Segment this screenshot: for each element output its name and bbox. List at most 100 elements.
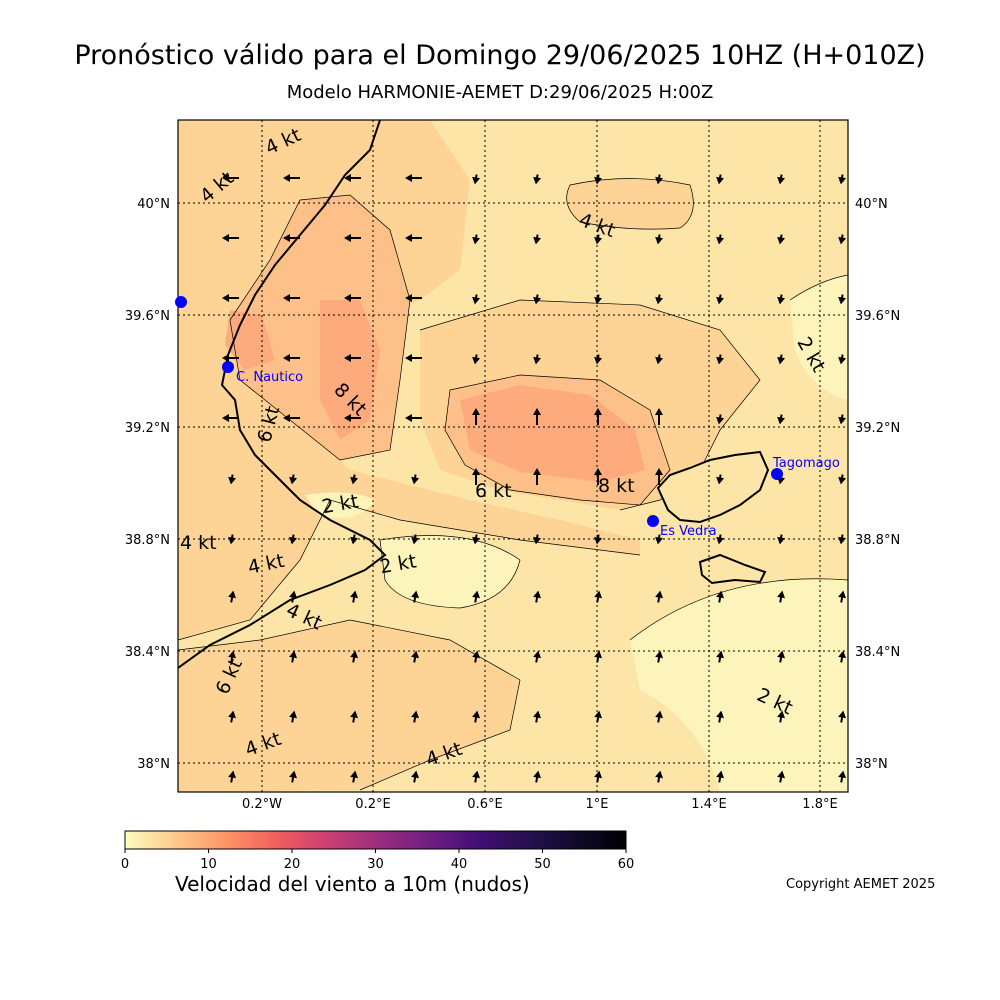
page-title: Pronóstico válido para el Domingo 29/06/… [74,40,926,71]
wind-arrow [716,354,725,365]
wind-arrow [655,174,664,185]
wind-arrow [777,590,786,603]
lon-label: 1.4°E [691,797,726,812]
wind-arrow [838,474,847,485]
wind-arrow [228,770,237,783]
wind-arrow [405,234,422,242]
colorbar-tick: 40 [451,857,468,872]
wind-arrow [405,354,422,362]
wind-arrow [289,650,298,663]
wind-arrow [838,770,847,783]
lat-label-right: 39.6°N [855,309,900,324]
wind-arrow [472,354,481,365]
wind-arrow [289,474,298,485]
wind-arrow [594,534,603,545]
wind-arrow [838,534,847,545]
wind-arrow [838,710,847,723]
wind-arrow [411,710,420,723]
wind-arrow [838,354,847,365]
wind-arrow [411,650,420,663]
wind-arrow [344,294,361,302]
wind-arrow [222,174,239,182]
wind-arrow [533,294,542,305]
longitude-labels: 0.2°W 0.2°E 0.6°E 1°E 1.4°E 1.8°E [242,797,838,812]
wind-arrow [350,474,359,485]
colorbar-tick: 20 [284,857,301,872]
wind-arrow [289,534,298,545]
lon-label: 0.2°E [355,797,390,812]
wind-arrow [533,354,542,365]
wind-arrow [472,770,481,783]
wind-arrow [472,174,481,185]
wind-arrow [716,710,725,723]
wind-shading-4-6-south [178,620,520,792]
wind-arrow [533,770,542,783]
wind-arrow [411,590,420,603]
contour-label: 6 kt [475,480,512,502]
lat-label-left: 39.6°N [125,309,170,324]
wind-arrow [777,650,786,663]
place-label-c-nautico: C. Nautico [236,370,303,385]
wind-arrow [594,590,603,603]
lon-label: 1.8°E [802,797,837,812]
wind-arrow [655,408,663,425]
wind-shading-0-2-coast [305,492,375,518]
wind-arrow [594,354,603,365]
wind-arrow [594,234,603,245]
place-marker-west [175,296,187,308]
wind-arrow [533,710,542,723]
wind-arrow [405,414,422,422]
lat-label-right: 38.4°N [855,645,900,660]
wind-arrow [533,234,542,245]
wind-arrow [716,770,725,783]
wind-arrow [594,408,602,425]
lat-label-left: 40°N [137,197,170,212]
wind-arrow [411,474,420,485]
wind-arrow [344,174,361,182]
wind-arrow [472,468,480,485]
wind-arrow [533,650,542,663]
lat-label-left: 38.4°N [125,645,170,660]
latitude-labels: 40°N 39.6°N 39.2°N 38.8°N 38.4°N 38°N 40… [125,197,900,772]
wind-arrow [533,534,542,545]
wind-arrow [716,234,725,245]
formentera-island [698,553,767,585]
wind-arrow [289,590,298,603]
wind-arrow [350,534,359,545]
wind-arrow [472,234,481,245]
wind-arrow [283,414,300,422]
colorbar-tick: 0 [121,857,129,872]
wind-arrow [716,174,725,185]
wind-arrow [716,534,725,545]
wind-arrow [777,474,786,485]
wind-arrow [716,650,725,663]
wind-arrow [222,414,239,422]
lat-label-left: 38.8°N [125,533,170,548]
wind-arrow [594,770,603,783]
wind-shading-0-2-east [790,275,848,400]
colorbar-tick: 10 [200,857,217,872]
wind-arrow [533,174,542,185]
wind-arrow [350,770,359,783]
map-plot-area [178,120,848,792]
wind-arrow [472,294,481,305]
wind-arrow [222,294,239,302]
wind-arrow [472,534,481,545]
wind-arrow [838,234,847,245]
lat-label-right: 38.8°N [855,533,900,548]
wind-arrow [228,590,237,603]
wind-arrow [472,408,480,425]
graticule [178,120,848,792]
wind-arrow [228,474,237,485]
wind-vectors [222,174,847,783]
wind-arrow [289,710,298,723]
lon-label: 0.6°E [467,797,502,812]
page-subtitle: Modelo HARMONIE-AEMET D:29/06/2025 H:00Z [286,82,714,103]
wind-shading-4-6-north [566,178,694,230]
wind-arrow [472,710,481,723]
wind-arrow [594,710,603,723]
wind-shading-8-10-center [460,385,645,482]
lon-label: 1°E [586,797,609,812]
wind-arrow [838,174,847,185]
wind-arrow [716,414,725,425]
